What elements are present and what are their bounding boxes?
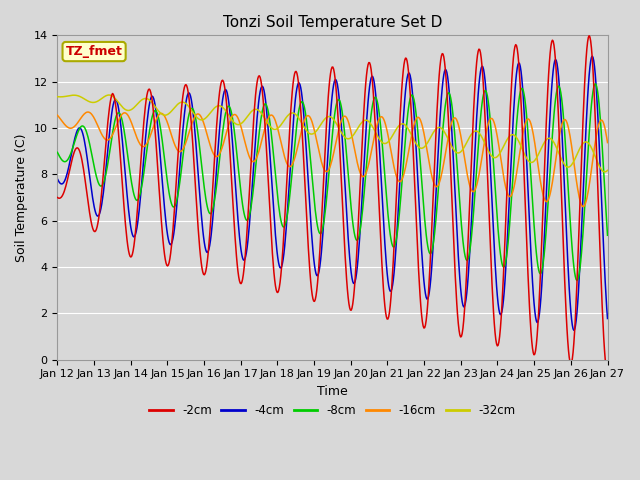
Y-axis label: Soil Temperature (C): Soil Temperature (C) [15,133,28,262]
Text: TZ_fmet: TZ_fmet [66,45,122,58]
Title: Tonzi Soil Temperature Set D: Tonzi Soil Temperature Set D [223,15,442,30]
Legend: -2cm, -4cm, -8cm, -16cm, -32cm: -2cm, -4cm, -8cm, -16cm, -32cm [145,399,520,422]
X-axis label: Time: Time [317,385,348,398]
